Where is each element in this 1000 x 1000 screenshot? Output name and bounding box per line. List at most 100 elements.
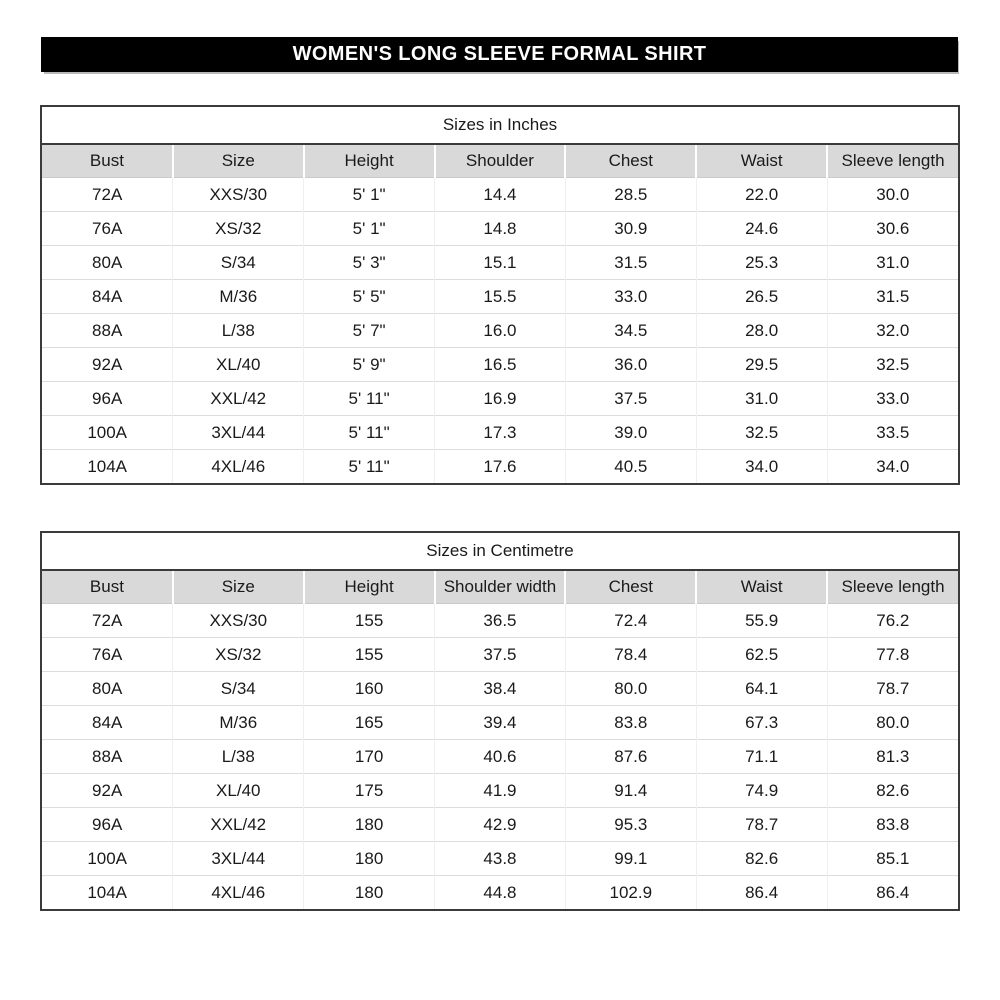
cell: 82.6: [826, 773, 958, 808]
page-title: WOMEN'S LONG SLEEVE FORMAL SHIRT: [292, 43, 707, 65]
cell: 40.5: [564, 449, 697, 483]
cell: 17.6: [434, 449, 566, 483]
column-header: Waist: [695, 145, 828, 178]
table-row: 96A XXL/42 180 42.9 95.3 78.7 83.8: [42, 807, 958, 842]
cell: 62.5: [695, 637, 828, 672]
cell: 3XL/44: [172, 841, 304, 876]
cell: XXL/42: [172, 381, 304, 416]
cell: 64.1: [695, 671, 828, 706]
cell: 44.8: [434, 875, 566, 909]
cell: 30.0: [826, 177, 958, 212]
cell: 34.0: [695, 449, 828, 483]
cell: 165: [303, 705, 435, 740]
table-row: 84A M/36 165 39.4 83.8 67.3 80.0: [42, 705, 958, 740]
cell: 80A: [42, 245, 173, 280]
cell: 5' 11": [303, 415, 435, 450]
header-row: Bust Size Height Shoulder width Chest Waist Sl…: [42, 571, 958, 604]
cell: 30.9: [564, 211, 697, 246]
cell: 155: [303, 603, 435, 638]
cell: 99.1: [564, 841, 697, 876]
cell: 37.5: [564, 381, 697, 416]
cell: 5' 7": [303, 313, 435, 348]
cell: 5' 11": [303, 381, 435, 416]
cell: 31.5: [564, 245, 697, 280]
cell: 5' 1": [303, 177, 435, 212]
cell: 84A: [42, 279, 173, 314]
cell: 34.0: [826, 449, 958, 483]
cell: 72A: [92, 184, 123, 204]
cell: 80.0: [826, 705, 958, 740]
cell: 102.9: [564, 875, 697, 909]
cell: 85.1: [826, 841, 958, 876]
size-table: Bust Size Height Shoulder Chest Waist Sleeve l…: [42, 145, 958, 483]
cell: XXS/30: [172, 603, 304, 638]
cell: 24.6: [695, 211, 828, 246]
cell: 29.5: [695, 347, 828, 382]
cell: 33.0: [826, 381, 958, 416]
cell: 41.9: [434, 773, 566, 808]
cell: 180: [303, 807, 435, 842]
cell: 36.0: [564, 347, 697, 382]
cell: 31.0: [826, 245, 958, 280]
cell: 104A: [42, 449, 173, 483]
table-row: 104A 4XL/46 5' 11" 17.6 40.5 34.0 34.0: [42, 449, 958, 483]
table-row: 84A M/36 5' 5" 15.5 33.0 26.5 31.5: [42, 279, 958, 314]
cell: 83.8: [826, 807, 958, 842]
cell: 15.1: [434, 245, 566, 280]
table-row: 96A XXL/42 5' 11" 16.9 37.5 31.0 33.0: [42, 381, 958, 416]
cell: S/34: [172, 245, 304, 280]
cell: 84A: [42, 705, 173, 740]
cell: 5' 11": [303, 449, 435, 483]
cell: 104A: [42, 875, 173, 909]
column-header: Sleeve length: [826, 571, 958, 604]
cell: 28.0: [695, 313, 828, 348]
cell: 36.5: [434, 603, 566, 638]
cell: 32.0: [826, 313, 958, 348]
cell: 31.0: [695, 381, 828, 416]
cell: S/34: [172, 671, 304, 706]
cell: 78.7: [826, 671, 958, 706]
cell: 16.0: [434, 313, 566, 348]
column-header: Bust: [42, 571, 173, 604]
size-table-inches: Sizes in Inches Bust Size Height Shoulder Ch…: [40, 105, 960, 485]
cell: 96A: [42, 807, 173, 842]
cell: 14.8: [434, 211, 566, 246]
table-row: 92A XL/40 175 41.9 91.4 74.9 82.6: [42, 773, 958, 808]
cell: 32.5: [695, 415, 828, 450]
title-bar: WOMEN'S LONG SLEEVE FORMAL SHIRT: [41, 37, 958, 72]
table-row: 88A L/38 5' 7" 16.0 34.5 28.0 32.0: [42, 313, 958, 348]
cell: 180: [303, 841, 435, 876]
cell: 25.3: [695, 245, 828, 280]
table-body: 72A XXS/30 155 36.5 72.4 55.9 76.2 76A XS/32 155 3…: [42, 603, 958, 909]
table-row: 104A 4XL/46 180 44.8 102.9 86.4 86.4: [42, 875, 958, 909]
cell: 88A: [42, 313, 173, 348]
cell: 5' 1": [303, 211, 435, 246]
cell: 3XL/44: [172, 415, 304, 450]
table-row: 80A S/34 5' 3" 15.1 31.5 25.3 31.0: [42, 245, 958, 280]
cell: 39.4: [434, 705, 566, 740]
cell: 76A: [42, 211, 173, 246]
table-row: 92A XL/40 5' 9" 16.5 36.0 29.5 32.5: [42, 347, 958, 382]
cell: XXL/42: [172, 807, 304, 842]
cell: XS/32: [172, 637, 304, 672]
cell: 80A: [42, 671, 173, 706]
cell: 76A: [42, 637, 173, 672]
cell: XL/40: [172, 773, 304, 808]
size-table: Bust Size Height Shoulder width Chest Waist Sl…: [42, 571, 958, 909]
cell: 33.5: [826, 415, 958, 450]
column-header: Size: [171, 145, 304, 178]
table-row: 72A XXS/30 5' 1" 14.4 28.5 22.0 30.0: [42, 177, 958, 212]
cell: 170: [303, 739, 435, 774]
cell: 4XL/46: [172, 449, 304, 483]
cell: 78.7: [695, 807, 828, 842]
cell: XXS/30: [172, 177, 304, 212]
table-header: Bust Size Height Shoulder width Chest Waist Sl…: [42, 571, 958, 604]
table-row: 76A XS/32 155 37.5 78.4 62.5 77.8: [42, 637, 958, 672]
cell: 83.8: [564, 705, 697, 740]
column-header: Height: [302, 145, 435, 178]
cell: 43.8: [434, 841, 566, 876]
cell: 38.4: [434, 671, 566, 706]
column-header: Shoulder: [433, 145, 566, 178]
table-row: 100A 3XL/44 5' 11" 17.3 39.0 32.5 33.5: [42, 415, 958, 450]
cell: 81.3: [826, 739, 958, 774]
